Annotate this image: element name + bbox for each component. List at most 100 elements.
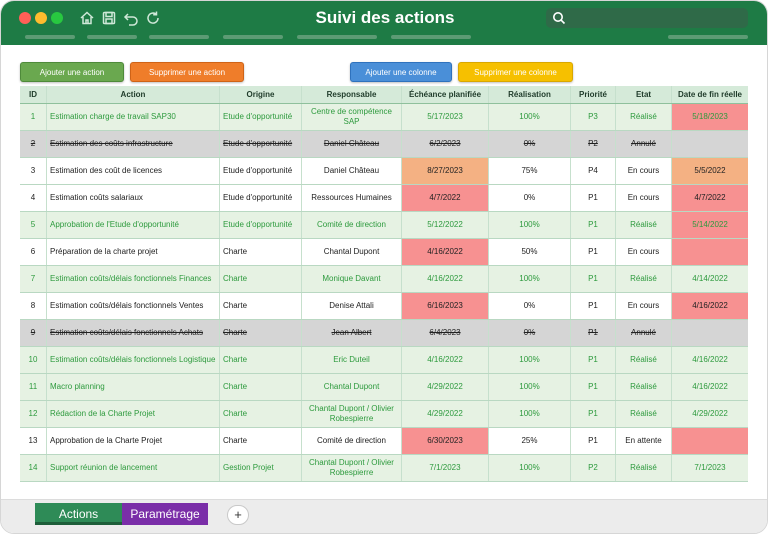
table-row[interactable]: 12 Rédaction de la Charte Projet Charte … (20, 401, 748, 428)
cell-origin[interactable]: Etude d'opportunité (219, 131, 301, 157)
cell-planned-date[interactable]: 6/2/2023 (401, 131, 488, 157)
cell-planned-date[interactable]: 8/27/2023 (401, 158, 488, 184)
cell-priority[interactable]: P1 (570, 239, 615, 265)
header-id[interactable]: ID (29, 89, 37, 99)
cell-id[interactable]: 3 (30, 166, 36, 175)
cell-id[interactable]: 2 (30, 139, 36, 148)
cell-priority[interactable]: P1 (570, 293, 615, 319)
header-planned-date[interactable]: Échéance planifiée (401, 86, 488, 103)
cell-priority[interactable]: P1 (570, 185, 615, 211)
cell-origin[interactable]: Gestion Projet (219, 455, 301, 481)
cell-id[interactable]: 4 (30, 193, 36, 202)
table-row[interactable]: 5 Approbation de l'Etude d'opportunité E… (20, 212, 748, 239)
refresh-icon[interactable] (145, 10, 161, 26)
cell-responsible[interactable]: Monique Davant (301, 266, 401, 292)
cell-end-date[interactable]: 4/14/2022 (671, 266, 748, 292)
cell-priority[interactable]: P1 (570, 428, 615, 454)
cell-action[interactable]: Estimation des coûts infrastructure (46, 131, 219, 157)
cell-status[interactable]: En cours (615, 293, 671, 319)
cell-responsible[interactable]: Centre de compétence SAP (301, 104, 401, 130)
cell-responsible[interactable]: Comité de direction (301, 428, 401, 454)
header-end-date[interactable]: Date de fin réelle (671, 86, 748, 103)
cell-end-date[interactable] (671, 428, 748, 454)
table-row[interactable]: 3 Estimation des coût de licences Etude … (20, 158, 748, 185)
cell-planned-date[interactable]: 4/29/2022 (401, 401, 488, 427)
cell-progress[interactable]: 0% (488, 293, 570, 319)
table-row[interactable]: 7 Estimation coûts/délais fonctionnels F… (20, 266, 748, 293)
cell-action[interactable]: Support réunion de lancement (46, 455, 219, 481)
add-action-button[interactable]: Ajouter une action (20, 62, 124, 82)
cell-status[interactable]: En attente (615, 428, 671, 454)
cell-id[interactable]: 12 (28, 409, 38, 418)
delete-column-button[interactable]: Supprimer une colonne (458, 62, 573, 82)
cell-progress[interactable]: 100% (488, 455, 570, 481)
cell-id[interactable]: 14 (28, 463, 38, 472)
cell-responsible[interactable]: Eric Duteil (301, 347, 401, 373)
cell-planned-date[interactable]: 4/16/2022 (401, 347, 488, 373)
table-row[interactable]: 9 Estimation coûts/délais fonctionnels A… (20, 320, 748, 347)
cell-end-date[interactable]: 4/29/2022 (671, 401, 748, 427)
cell-status[interactable]: En cours (615, 185, 671, 211)
cell-end-date[interactable]: 4/7/2022 (671, 185, 748, 211)
cell-id[interactable]: 7 (30, 274, 36, 283)
cell-action[interactable]: Macro planning (46, 374, 219, 400)
cell-planned-date[interactable]: 4/16/2022 (401, 239, 488, 265)
cell-status[interactable]: Réalisé (615, 212, 671, 238)
cell-origin[interactable]: Charte (219, 320, 301, 346)
cell-origin[interactable]: Charte (219, 266, 301, 292)
cell-responsible[interactable]: Denise Attali (301, 293, 401, 319)
table-row[interactable]: 2 Estimation des coûts infrastructure Et… (20, 131, 748, 158)
cell-priority[interactable]: P1 (570, 212, 615, 238)
cell-progress[interactable]: 0% (488, 131, 570, 157)
cell-action[interactable]: Préparation de la charte projet (46, 239, 219, 265)
cell-planned-date[interactable]: 5/12/2022 (401, 212, 488, 238)
search-input[interactable] (546, 8, 748, 28)
cell-planned-date[interactable]: 7/1/2023 (401, 455, 488, 481)
cell-planned-date[interactable]: 6/16/2023 (401, 293, 488, 319)
ribbon-tab-placeholder[interactable] (297, 35, 377, 39)
ribbon-tab-placeholder[interactable] (25, 35, 75, 39)
cell-planned-date[interactable]: 6/30/2023 (401, 428, 488, 454)
cell-priority[interactable]: P2 (570, 131, 615, 157)
cell-end-date[interactable] (671, 239, 748, 265)
cell-responsible[interactable]: Ressources Humaines (301, 185, 401, 211)
cell-id[interactable]: 1 (30, 112, 36, 121)
minimize-window-button[interactable] (35, 12, 47, 24)
cell-id[interactable]: 6 (30, 247, 36, 256)
cell-action[interactable]: Estimation coûts/délais fonctionnels Ach… (46, 320, 219, 346)
table-row[interactable]: 4 Estimation coûts salariaux Etude d'opp… (20, 185, 748, 212)
cell-status[interactable]: Réalisé (615, 374, 671, 400)
table-row[interactable]: 10 Estimation coûts/délais fonctionnels … (20, 347, 748, 374)
ribbon-tab-placeholder[interactable] (391, 35, 471, 39)
cell-origin[interactable]: Charte (219, 347, 301, 373)
cell-action[interactable]: Estimation des coût de licences (46, 158, 219, 184)
cell-end-date[interactable]: 5/5/2022 (671, 158, 748, 184)
table-row[interactable]: 1 Estimation charge de travail SAP30 Etu… (20, 104, 748, 131)
cell-action[interactable]: Estimation coûts salariaux (46, 185, 219, 211)
cell-planned-date[interactable]: 5/17/2023 (401, 104, 488, 130)
home-icon[interactable] (79, 10, 95, 26)
cell-progress[interactable]: 100% (488, 347, 570, 373)
undo-icon[interactable] (123, 10, 139, 26)
header-origin[interactable]: Origine (219, 86, 301, 103)
cell-progress[interactable]: 50% (488, 239, 570, 265)
cell-progress[interactable]: 100% (488, 266, 570, 292)
cell-status[interactable]: Annulé (615, 320, 671, 346)
cell-planned-date[interactable]: 4/29/2022 (401, 374, 488, 400)
cell-status[interactable]: Réalisé (615, 104, 671, 130)
cell-id[interactable]: 10 (28, 355, 38, 364)
cell-status[interactable]: Réalisé (615, 266, 671, 292)
cell-responsible[interactable]: Daniel Château (301, 131, 401, 157)
cell-status[interactable]: Annulé (615, 131, 671, 157)
cell-progress[interactable]: 100% (488, 104, 570, 130)
cell-responsible[interactable]: Comité de direction (301, 212, 401, 238)
cell-origin[interactable]: Etude d'opportunité (219, 185, 301, 211)
header-action[interactable]: Action (46, 86, 219, 103)
cell-responsible[interactable]: Chantal Dupont (301, 374, 401, 400)
cell-priority[interactable]: P1 (570, 374, 615, 400)
cell-action[interactable]: Approbation de l'Etude d'opportunité (46, 212, 219, 238)
cell-origin[interactable]: Charte (219, 293, 301, 319)
cell-end-date[interactable] (671, 320, 748, 346)
cell-origin[interactable]: Charte (219, 401, 301, 427)
header-responsible[interactable]: Responsable (301, 86, 401, 103)
